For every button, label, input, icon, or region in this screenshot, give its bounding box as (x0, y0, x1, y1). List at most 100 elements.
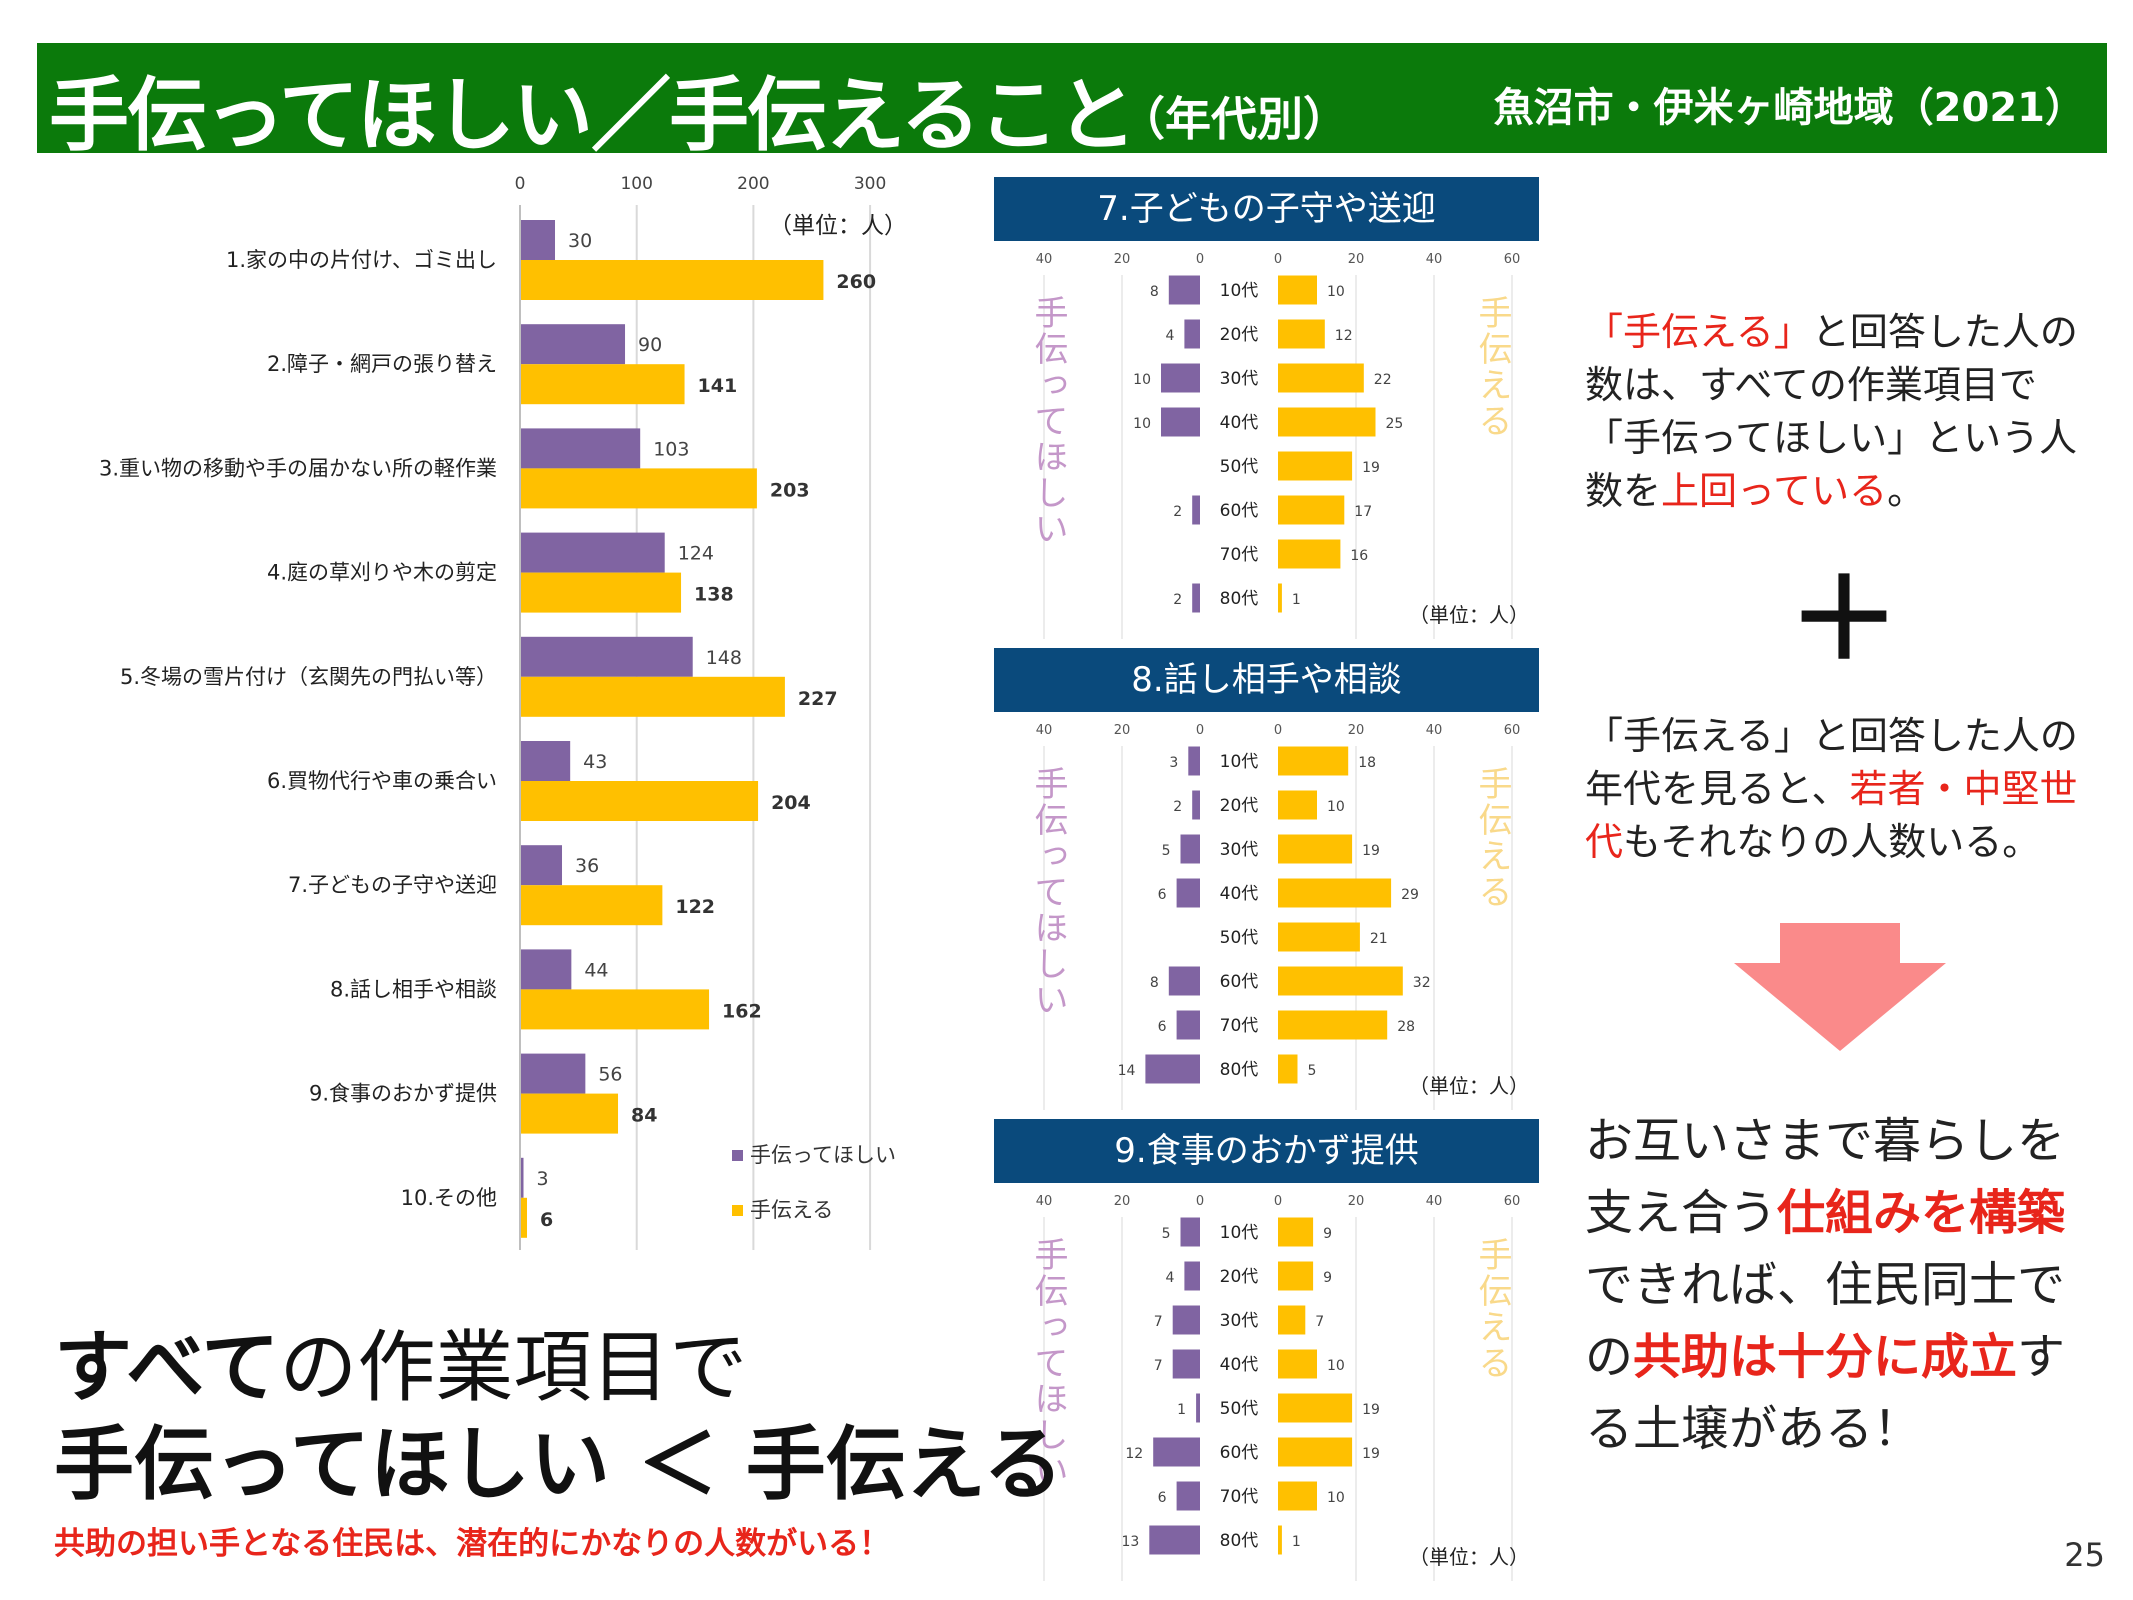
bar-label-can-help: 141 (698, 375, 738, 397)
bar-label-can-help: 21 (1370, 931, 1388, 947)
unit-label: （単位：人） (1409, 1545, 1529, 1569)
left-tick-label: 40 (1036, 252, 1053, 267)
bar-label-can-help: 10 (1327, 1490, 1345, 1506)
bar-can-help (1278, 834, 1353, 864)
age-label: 10代 (1220, 281, 1259, 301)
left-tick-label: 20 (1114, 252, 1131, 267)
bar-help-wanted (520, 636, 693, 677)
bar-label-help-wanted: 7 (1154, 1314, 1163, 1330)
finding-2-highlight: 若者・中堅世代 (1585, 767, 2078, 864)
bar-help-wanted (1184, 319, 1200, 349)
bar-label-help-wanted: 4 (1165, 1270, 1174, 1286)
category-label: 10.その他 (401, 1186, 497, 1210)
left-tick-label: 0 (1196, 723, 1204, 738)
right-tick-label: 0 (1274, 252, 1282, 267)
unit-label: （単位：人） (1409, 603, 1529, 627)
age-label: 20代 (1220, 796, 1259, 816)
age-label: 40代 (1220, 884, 1259, 904)
age-label: 50代 (1220, 1399, 1259, 1419)
age-label: 10代 (1220, 1223, 1259, 1243)
right-tick-label: 40 (1426, 723, 1443, 738)
bar-can-help (1278, 1525, 1282, 1555)
bar-label-can-help: 19 (1362, 1402, 1380, 1418)
bar-label-can-help: 28 (1397, 1019, 1415, 1035)
unit-label: （単位：人） (1409, 1074, 1529, 1098)
conclusion-highlight-1: 仕組みを構築 (1777, 1185, 2066, 1241)
bar-label-can-help: 5 (1308, 1063, 1317, 1079)
bar-label-can-help: 22 (1374, 372, 1392, 388)
summary-line-1-rest: の作業項目で (279, 1323, 748, 1413)
x-tick-label: 300 (854, 174, 886, 194)
left-tick-label: 40 (1036, 1194, 1053, 1209)
bar-label-can-help: 10 (1327, 799, 1345, 815)
finding-text-1: 「手伝える」と回答した人の数は、すべての作業項目で「手伝ってほしい」という人数を… (1585, 306, 2085, 518)
bar-help-wanted (520, 1157, 524, 1198)
age-label: 80代 (1220, 589, 1259, 609)
age-label: 30代 (1220, 1311, 1259, 1331)
bar-can-help (1278, 583, 1282, 613)
bar-label-can-help: 260 (836, 271, 876, 293)
header-bar: 手伝ってほしい／手伝えること （年代別） 魚沼市・伊米ヶ崎地域（2021） (37, 43, 2107, 162)
bar-help-wanted (520, 428, 641, 469)
bar-label-can-help: 9 (1323, 1270, 1332, 1286)
bar-can-help (1278, 746, 1349, 776)
bar-label-help-wanted: 7 (1154, 1358, 1163, 1374)
category-label: 5.冬場の雪片付け（玄関先の門払い等） (120, 665, 497, 689)
butterfly-chart-8: 40 20 0 0 20 40 60 手伝ってほしい 手伝える 10代 3 18 20代 2 10 30代 5 1… (1028, 723, 1529, 1110)
age-label: 50代 (1220, 928, 1259, 948)
age-label: 70代 (1220, 545, 1259, 565)
page-title: 手伝ってほしい／手伝えること (49, 69, 1137, 162)
bar-label-can-help: 138 (694, 584, 734, 606)
right-tick-label: 40 (1426, 252, 1443, 267)
bar-label-can-help: 1 (1292, 1534, 1301, 1550)
bar-can-help (1278, 1010, 1388, 1040)
bar-help-wanted (1172, 1349, 1200, 1379)
bar-help-wanted (1168, 966, 1200, 996)
bar-label-help-wanted: 8 (1150, 284, 1159, 300)
bar-label-help-wanted: 5 (1162, 1226, 1171, 1242)
bar-help-wanted (1161, 407, 1200, 437)
bar-can-help (520, 572, 682, 613)
bar-label-help-wanted: 2 (1173, 592, 1182, 608)
bar-can-help (520, 1197, 528, 1238)
bar-label-can-help: 204 (771, 792, 811, 814)
category-label: 9.食事のおかず提供 (309, 1082, 497, 1106)
bar-label-help-wanted: 6 (1158, 887, 1167, 903)
bar-label-can-help: 203 (770, 479, 810, 501)
bar-label-can-help: 32 (1413, 975, 1431, 991)
bar-help-wanted (1176, 878, 1200, 908)
finding-text-2: 「手伝える」と回答した人の年代を見ると、若者・中堅世代もそれなりの人数いる。 (1585, 710, 2085, 869)
bar-label-can-help: 10 (1327, 284, 1345, 300)
bar-label-can-help: 162 (722, 1000, 762, 1022)
bar-label-can-help: 10 (1327, 1358, 1345, 1374)
bar-can-help (1278, 1393, 1353, 1423)
bar-can-help (1278, 1217, 1314, 1247)
category-label: 6.買物代行や車の乗合い (267, 769, 497, 793)
finding-1-highlight-a: 「手伝える」 (1585, 310, 1812, 354)
bar-help-wanted (520, 741, 571, 781)
age-label: 70代 (1220, 1016, 1259, 1036)
finding-1-body: と回答した人の数は、すべての作業項目で「手伝ってほしい」という人数を (1585, 310, 2078, 513)
legend-label-can-help: 手伝える (750, 1198, 833, 1222)
age-label: 40代 (1220, 413, 1259, 433)
legend-swatch-can-help (732, 1205, 743, 1216)
plus-sign: ＋ (1788, 555, 1900, 685)
bar-help-wanted (1192, 583, 1200, 613)
bar-label-help-wanted: 4 (1165, 328, 1174, 344)
bar-help-wanted (1153, 1437, 1200, 1467)
bar-help-wanted (1176, 1481, 1200, 1511)
category-label: 8.話し相手や相談 (330, 977, 497, 1001)
conclusion-part-2: できれば、住民同士での (1585, 1257, 2066, 1385)
bar-label-can-help: 25 (1386, 416, 1404, 432)
bar-label-can-help: 17 (1354, 504, 1372, 520)
bar-label-help-wanted: 6 (1158, 1490, 1167, 1506)
age-label: 20代 (1220, 325, 1259, 345)
butterfly-chart-9: 40 20 0 0 20 40 60 手伝ってほしい 手伝える 10代 5 9 20代 4 9 30代 7 7 40… (1028, 1194, 1529, 1581)
summary-line-2: 手伝ってほしい ＜ 手伝える (54, 1418, 1064, 1511)
age-label: 40代 (1220, 1355, 1259, 1375)
bar-can-help (1278, 922, 1360, 952)
category-label: 1.家の中の片付け、ゴミ出し (226, 248, 497, 272)
unit-label: （単位：人） (769, 213, 907, 239)
bar-label-help-wanted: 14 (1118, 1063, 1136, 1079)
age-label: 30代 (1220, 369, 1259, 389)
